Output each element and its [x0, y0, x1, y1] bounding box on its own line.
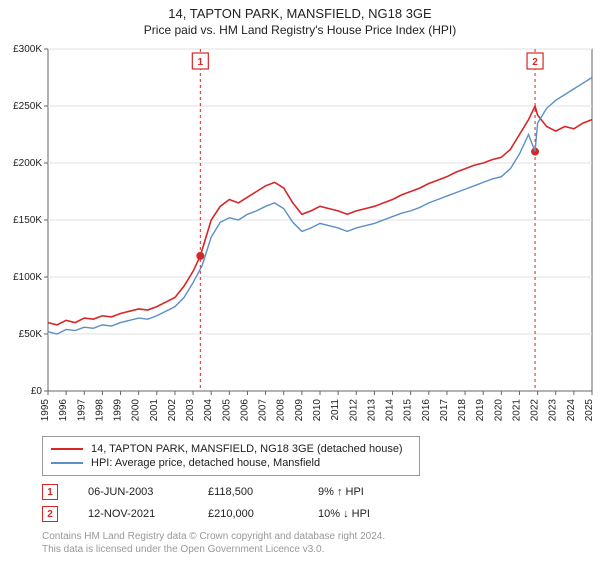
transaction-price: £210,000	[208, 508, 288, 520]
svg-text:1995: 1995	[40, 399, 51, 422]
transaction-date: 12-NOV-2021	[88, 508, 178, 520]
chart-subtitle: Price paid vs. HM Land Registry's House …	[0, 23, 600, 37]
svg-text:2019: 2019	[475, 399, 486, 422]
svg-text:1996: 1996	[58, 399, 69, 422]
transaction-date: 06-JUN-2003	[88, 486, 178, 498]
svg-text:2021: 2021	[511, 399, 522, 422]
footer-text: Contains HM Land Registry data © Crown c…	[42, 530, 385, 556]
svg-text:2008: 2008	[276, 399, 287, 422]
svg-text:2011: 2011	[330, 399, 341, 421]
transaction-row: 2 12-NOV-2021 £210,000 10% ↓ HPI	[42, 506, 370, 522]
transaction-delta: 9% ↑ HPI	[318, 486, 364, 498]
svg-text:£50K: £50K	[19, 329, 43, 340]
legend-swatch	[51, 462, 83, 464]
svg-text:2015: 2015	[403, 399, 414, 422]
chart-svg: £0 £50K £100K £150K £200K £250K £300K 1995 1996 1…	[0, 41, 600, 441]
svg-text:1998: 1998	[94, 399, 105, 422]
svg-text:2003: 2003	[185, 399, 196, 422]
legend-item: HPI: Average price, detached house, Mans…	[51, 457, 411, 469]
svg-text:1: 1	[198, 57, 204, 68]
svg-text:2022: 2022	[530, 399, 541, 422]
svg-text:£150K: £150K	[13, 215, 42, 226]
chart-area: £0 £50K £100K £150K £200K £250K £300K 1995 1996 1…	[0, 41, 600, 441]
transaction-row: 1 06-JUN-2003 £118,500 9% ↑ HPI	[42, 484, 364, 500]
svg-text:2006: 2006	[239, 399, 250, 422]
legend-label: 14, TAPTON PARK, MANSFIELD, NG18 3GE (de…	[91, 443, 403, 455]
svg-text:2007: 2007	[258, 399, 269, 422]
svg-text:£200K: £200K	[13, 158, 42, 169]
svg-text:2023: 2023	[548, 399, 559, 422]
svg-text:2012: 2012	[348, 399, 359, 422]
transaction-price: £118,500	[208, 486, 288, 498]
svg-text:2020: 2020	[493, 399, 504, 422]
svg-text:2017: 2017	[439, 399, 450, 422]
svg-text:2024: 2024	[566, 399, 577, 422]
footer-line1: Contains HM Land Registry data © Crown c…	[42, 530, 385, 543]
transaction-marker: 1	[42, 484, 58, 500]
svg-text:2002: 2002	[167, 399, 178, 422]
svg-text:1999: 1999	[113, 399, 124, 422]
transaction-delta: 10% ↓ HPI	[318, 508, 370, 520]
svg-text:2010: 2010	[312, 399, 323, 422]
svg-text:2001: 2001	[149, 399, 160, 422]
svg-text:2016: 2016	[421, 399, 432, 422]
svg-text:2014: 2014	[385, 399, 396, 422]
chart-title: 14, TAPTON PARK, MANSFIELD, NG18 3GE	[0, 6, 600, 21]
svg-text:2025: 2025	[584, 399, 595, 422]
legend-item: 14, TAPTON PARK, MANSFIELD, NG18 3GE (de…	[51, 443, 411, 455]
transaction-marker: 2	[42, 506, 58, 522]
svg-text:2009: 2009	[294, 399, 305, 422]
legend-box: 14, TAPTON PARK, MANSFIELD, NG18 3GE (de…	[42, 436, 420, 476]
svg-text:£0: £0	[31, 386, 43, 397]
svg-text:2005: 2005	[221, 399, 232, 422]
svg-text:2013: 2013	[366, 399, 377, 422]
legend-label: HPI: Average price, detached house, Mans…	[91, 457, 320, 469]
svg-text:£300K: £300K	[13, 44, 42, 55]
svg-text:2018: 2018	[457, 399, 468, 422]
svg-text:£100K: £100K	[13, 272, 42, 283]
svg-text:2000: 2000	[131, 399, 142, 422]
svg-text:1997: 1997	[76, 399, 87, 422]
footer-line2: This data is licensed under the Open Gov…	[42, 543, 385, 556]
svg-text:£250K: £250K	[13, 101, 42, 112]
legend-swatch	[51, 448, 83, 450]
svg-text:2004: 2004	[203, 399, 214, 422]
svg-text:2: 2	[532, 57, 538, 68]
